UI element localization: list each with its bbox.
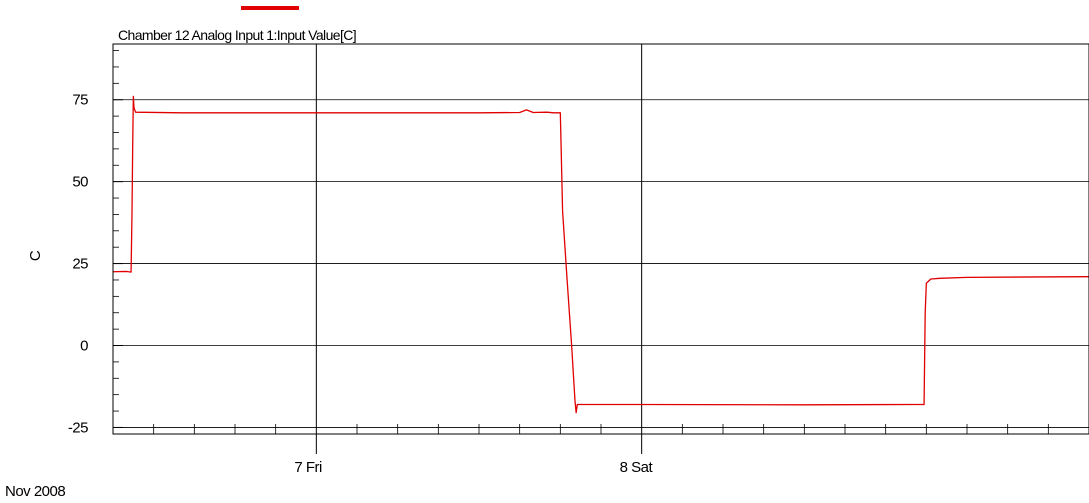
y-tick-label: -25 bbox=[68, 419, 88, 436]
y-tick-label: 0 bbox=[80, 338, 88, 355]
y-tick-label: 25 bbox=[72, 256, 88, 273]
series-line-0 bbox=[113, 96, 1089, 412]
x-tick-label: 7 Fri bbox=[294, 459, 322, 476]
legend-swatch bbox=[241, 6, 299, 10]
legend-entry: Chamber 12 Analog Input 1:Input Value[C] bbox=[118, 27, 356, 43]
x-tick-label: 8 Sat bbox=[620, 459, 654, 476]
y-tick-label: 50 bbox=[72, 174, 88, 191]
y-axis-label: C bbox=[27, 250, 44, 261]
period-label: Nov 2008 bbox=[5, 483, 65, 500]
plot-frame bbox=[113, 44, 1089, 434]
y-tick-label: 75 bbox=[72, 92, 88, 109]
